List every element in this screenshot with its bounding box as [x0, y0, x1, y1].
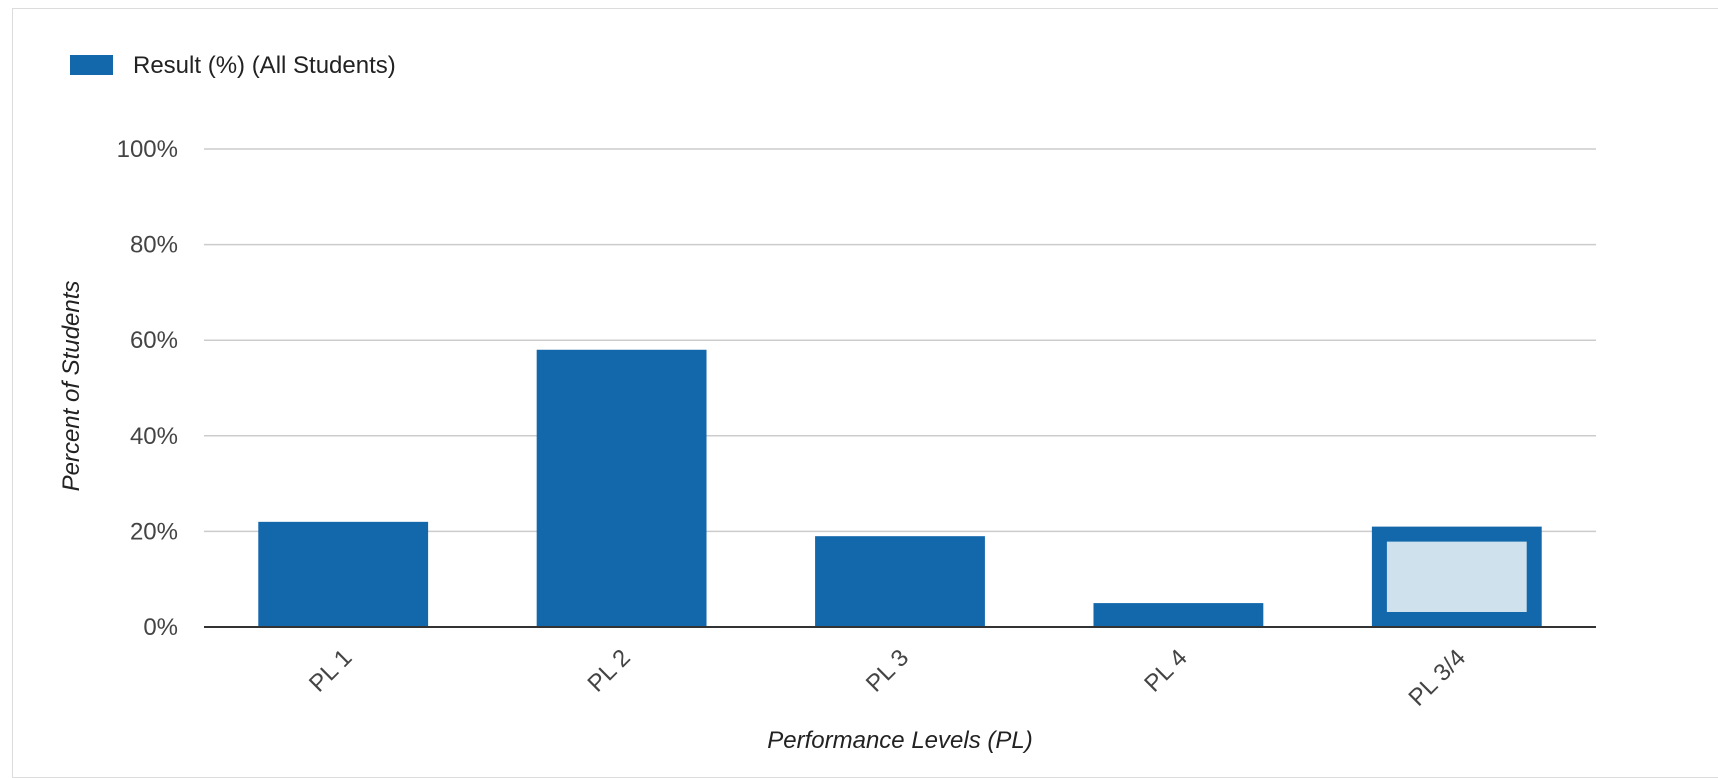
legend: Result (%) (All Students) — [70, 52, 396, 79]
bar — [815, 536, 985, 627]
y-tick-label: 60% — [130, 327, 178, 354]
y-axis-title: Percent of Students — [58, 281, 85, 492]
y-tick-label: 100% — [117, 136, 178, 163]
x-tick-label: PL 1 — [304, 644, 357, 697]
bars — [258, 349, 1542, 627]
gridlines — [204, 148, 1596, 533]
chart-panel — [12, 8, 1718, 778]
x-tick-label: PL 2 — [582, 644, 635, 697]
y-tick-label: 20% — [130, 518, 178, 545]
legend-swatch — [70, 55, 113, 75]
y-tick-label: 40% — [130, 423, 178, 450]
x-tick-label: PL 4 — [1139, 644, 1192, 697]
legend-label: Result (%) (All Students) — [133, 52, 396, 79]
x-axis-title: Performance Levels (PL) — [767, 727, 1032, 754]
x-tick-label: PL 3 — [861, 644, 914, 697]
y-tick-label: 80% — [130, 232, 178, 259]
y-tick-labels: 0% 20% 40% 60% 80% 100% — [117, 136, 178, 641]
x-tick-labels: PL 1 PL 2 PL 3 PL 4 PL 3/4 — [304, 644, 1471, 712]
bar — [258, 521, 429, 627]
bar — [1093, 603, 1264, 627]
y-tick-label: 0% — [143, 614, 178, 641]
bar-highlighted — [1371, 526, 1542, 627]
x-tick-label: PL 3/4 — [1404, 644, 1472, 712]
bar — [536, 349, 707, 627]
